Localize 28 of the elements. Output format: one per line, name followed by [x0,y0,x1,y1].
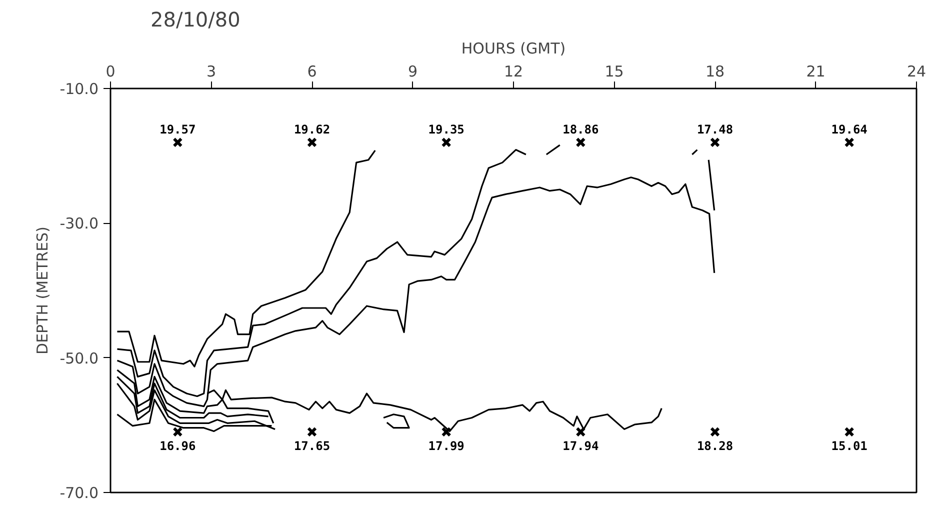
annotation: 17.94 [562,438,599,453]
x-tick-label: 0 [106,62,116,80]
x-tick-label: 24 [906,62,926,80]
chart-title: 28/10/80 [150,8,240,32]
x-tick-label: 9 [408,62,418,80]
annotation: 18.86 [562,122,599,136]
y-tick-label: -70.0 [60,484,98,502]
annotation: 17.99 [428,438,464,453]
annotation: 17.65 [294,438,330,453]
x-axis-title: HOURS (GMT) [461,40,566,58]
x-tick-label: 12 [504,62,524,80]
x-tick-label: 3 [206,62,216,80]
y-tick-label: -30.0 [60,214,98,233]
x-tick-label: 15 [604,62,624,80]
x-tick-label: 6 [307,62,317,80]
annotation: 19.57 [160,122,196,136]
annotation: 19.62 [294,122,330,136]
annotation: 19.35 [428,122,464,136]
annotation: 18.28 [696,438,734,453]
annotation: 19.64 [831,122,868,136]
y-tick-label: -10.0 [60,80,98,98]
y-axis-title: DEPTH (METRES) [34,226,52,354]
y-tick-label: -50.0 [60,349,98,368]
x-tick-label: 21 [806,62,826,80]
annotation: 16.96 [160,438,196,453]
x-tick-label: 18 [705,62,725,80]
annotation: 15.01 [831,438,868,453]
annotation: 17.48 [696,122,734,136]
